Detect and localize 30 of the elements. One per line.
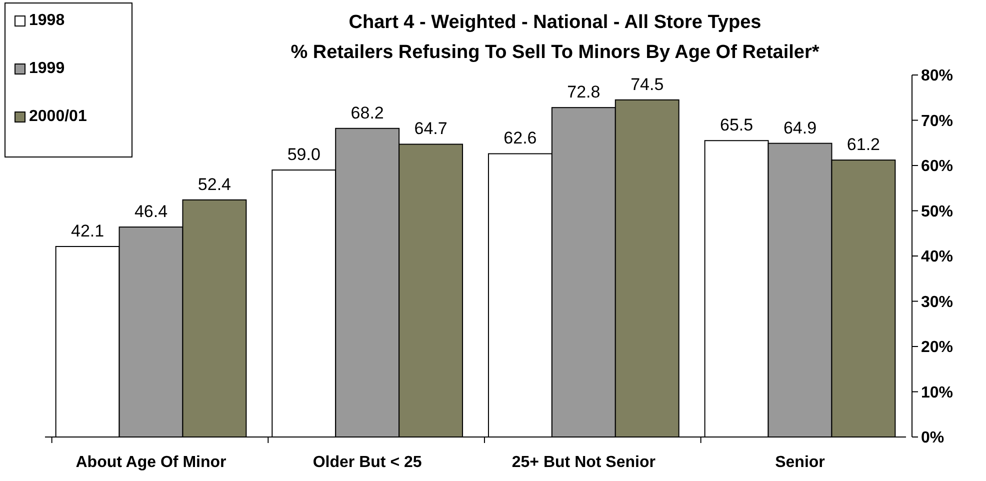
legend-label: 2000/01 (29, 108, 87, 125)
data-label: 46.4 (134, 202, 168, 222)
data-label: 64.9 (783, 118, 817, 138)
chart-title: Chart 4 - Weighted - National - All Store Types (348, 12, 762, 33)
data-label: 61.2 (846, 135, 880, 154)
y-tick-label: 20% (921, 339, 954, 356)
chart-subtitle: % Retailers Refusing To Sell To Minors By Age Of Retailer* (290, 42, 820, 63)
x-tick-label: 25+ But Not Senior (512, 454, 656, 471)
x-tick-label: About Age Of Minor (76, 454, 226, 471)
y-tick-label: 70% (921, 112, 954, 130)
legend-label: 1998 (29, 12, 65, 29)
y-tick-label: 0% (921, 430, 944, 447)
data-label: 52.4 (198, 174, 232, 194)
x-tick-label: Senior (775, 454, 825, 471)
y-tick-label: 80% (921, 68, 954, 85)
y-tick-label: 10% (921, 384, 954, 402)
data-label: 59.0 (287, 145, 320, 164)
data-label: 65.5 (720, 116, 754, 135)
y-tick-label: 40% (921, 248, 954, 266)
data-label: 62.6 (504, 128, 537, 148)
y-tick-label: 50% (921, 203, 954, 220)
data-label: 74.5 (630, 74, 664, 94)
data-label: 68.2 (350, 103, 384, 122)
data-label: 64.7 (414, 119, 448, 138)
x-tick-label: Older But < 25 (312, 454, 422, 471)
y-tick-label: 60% (921, 158, 954, 176)
legend-label: 1999 (29, 60, 65, 77)
data-label: 42.1 (71, 221, 104, 240)
y-tick-label: 30% (921, 294, 954, 311)
data-label: 72.8 (567, 82, 600, 102)
